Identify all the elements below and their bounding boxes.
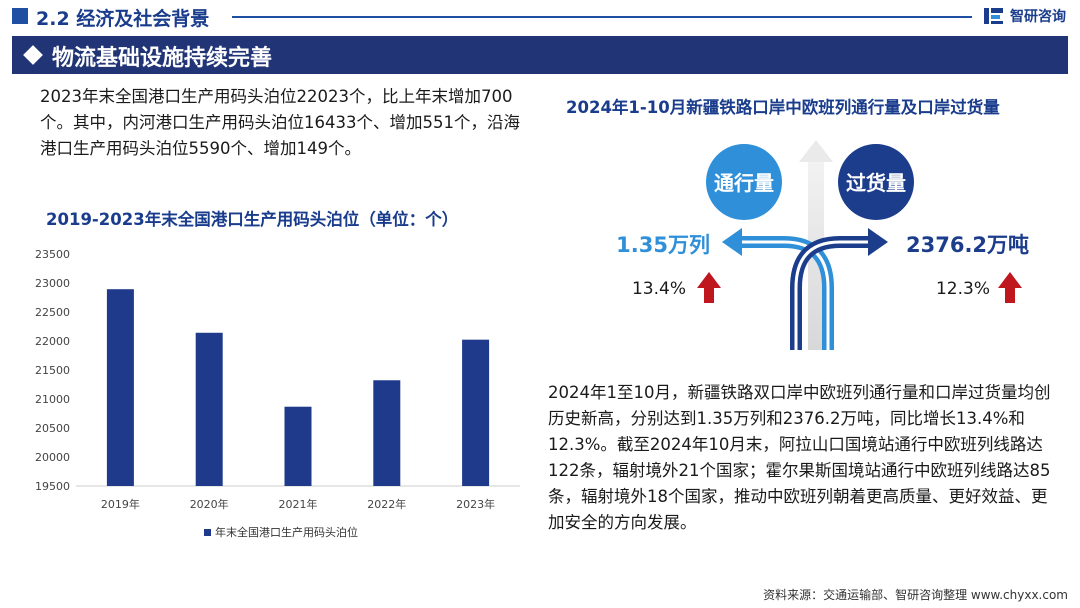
y-tick-label: 21000: [35, 393, 70, 406]
top-header: 2.2 经济及社会背景 智研咨询: [0, 0, 1080, 34]
legend-label: 年末全国港口生产用码头泊位: [215, 525, 358, 539]
cargo-growth: 12.3%: [936, 279, 990, 299]
volume-growth-arrow-icon: [697, 272, 721, 303]
flow-graphic: 通行量 过货量 1.35万列 2376.2万吨 13.4% 12.3%: [616, 140, 1029, 350]
bar-chart: 19500 20000 20500 21000 21500 22000 22500 23000…: [35, 248, 520, 539]
left-paragraph: 2023年末全国港口生产用码头泊位22023个，比上年末增加700个。其中，内河…: [40, 87, 520, 158]
volume-value: 1.35万列: [616, 233, 710, 257]
cargo-value: 2376.2万吨: [906, 233, 1029, 257]
x-tick-label: 2019年: [101, 497, 140, 511]
volume-label: 通行量: [714, 171, 774, 195]
legend-swatch: [204, 529, 211, 536]
y-tick-label: 23000: [35, 277, 70, 290]
section-marker-icon: [12, 8, 28, 24]
diamond-icon: [23, 45, 43, 65]
y-tick-label: 20000: [35, 451, 70, 464]
y-tick-label: 19500: [35, 480, 70, 493]
x-tick-label: 2023年: [456, 497, 495, 511]
left-flow-arrow-icon: [722, 228, 834, 350]
volume-growth: 13.4%: [632, 279, 686, 299]
bar-2019年: [106, 289, 134, 486]
right-paragraph: 2024年1至10月，新疆铁路双口岸中欧班列通行量和口岸过货量均创历史新高，分别…: [548, 383, 1051, 532]
cargo-growth-arrow-icon: [998, 272, 1022, 303]
brand: 智研咨询: [983, 6, 1066, 26]
bar-chart-title: 2019-2023年末全国港口生产用码头泊位（单位：个）: [46, 210, 459, 229]
x-tick-label: 2020年: [190, 497, 229, 511]
x-tick-label: 2021年: [279, 497, 318, 511]
bar-2023年: [462, 339, 490, 486]
y-tick-label: 22000: [35, 335, 70, 348]
y-tick-label: 23500: [35, 248, 70, 261]
y-tick-label: 22500: [35, 306, 70, 319]
volume-circle: [706, 144, 782, 220]
cargo-circle: [838, 144, 914, 220]
brand-logo-icon: [984, 8, 1003, 24]
header-divider: [232, 16, 972, 18]
brand-name: 智研咨询: [1010, 9, 1066, 25]
cargo-label: 过货量: [846, 171, 906, 195]
bar-2021年: [284, 406, 312, 486]
banner-title: 物流基础设施持续完善: [52, 46, 273, 71]
section-title: 2.2 经济及社会背景: [36, 8, 210, 30]
y-tick-label: 20500: [35, 422, 70, 435]
bar-2022年: [373, 380, 401, 486]
flow-chart-title: 2024年1-10月新疆铁路口岸中欧班列通行量及口岸过货量: [566, 98, 1000, 117]
source-note: 资料来源：交通运输部、智研咨询整理 www.chyxx.com: [763, 588, 1068, 602]
bar-2020年: [195, 332, 223, 486]
x-tick-label: 2022年: [367, 497, 406, 511]
right-flow-arrow-icon: [790, 228, 888, 350]
topic-banner: 物流基础设施持续完善: [12, 36, 1068, 74]
y-tick-label: 21500: [35, 364, 70, 377]
